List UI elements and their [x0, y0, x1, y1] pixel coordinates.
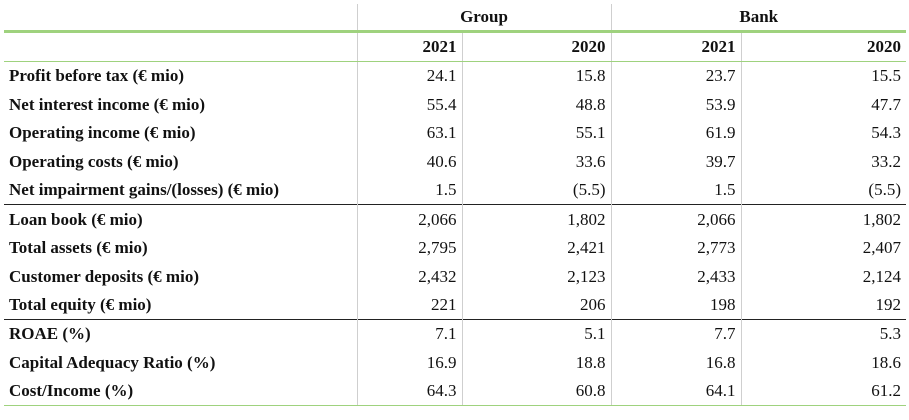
cell-value: 39.7 [611, 147, 742, 176]
cell-value: 192 [875, 295, 902, 315]
cell-value: 2,795 [357, 233, 463, 262]
row-label: Total assets (€ mio) [4, 233, 358, 262]
table-row: Profit before tax (€ mio) 24.1 15.8 23.7… [4, 61, 906, 90]
group-header: Group [357, 4, 612, 33]
cell-value: 40.6 [357, 147, 463, 176]
cell-value: 15.5 [871, 66, 901, 86]
cell-value: (5.5) [462, 175, 612, 205]
cell-value: 1.5 [611, 175, 742, 205]
row-label: Net impairment gains/(losses) (€ mio) [4, 175, 358, 205]
cell-value: 54.3 [871, 123, 901, 143]
cell-value: 2,066 [611, 203, 742, 234]
cell-value: 33.6 [462, 147, 612, 176]
cell-value: 1.5 [357, 175, 463, 205]
cell-value: 1,802 [462, 203, 612, 234]
year-header: 2020 [462, 31, 612, 62]
cell-value: 2,124 [862, 266, 901, 286]
table-row: Net impairment gains/(losses) (€ mio) 1.… [4, 175, 906, 205]
cell-value: 198 [611, 290, 742, 320]
cell-value: 2,433 [611, 261, 742, 291]
cell-value: 64.1 [611, 376, 742, 406]
cell-value: 23.7 [611, 61, 742, 90]
cell-value: 18.6 [871, 352, 901, 372]
row-label: Profit before tax (€ mio) [4, 61, 358, 90]
row-label: Total equity (€ mio) [4, 290, 358, 320]
row-label: Operating income (€ mio) [4, 118, 358, 148]
header-blank-cell [4, 4, 358, 33]
row-label: Cost/Income (%) [4, 376, 358, 406]
cell-value: 24.1 [357, 61, 463, 90]
cell-value: 2,407 [862, 237, 901, 257]
year-header: 2020 [741, 31, 906, 62]
cell-value: 55.4 [357, 89, 463, 119]
table-row: Operating income (€ mio) 63.1 55.1 61.9 … [4, 118, 906, 148]
cell-value: 2,123 [462, 261, 612, 291]
bank-header: Bank [611, 4, 906, 33]
row-label: Customer deposits (€ mio) [4, 261, 358, 291]
row-label: Operating costs (€ mio) [4, 147, 358, 176]
cell-value: 16.8 [611, 347, 742, 377]
row-label: ROAE (%) [4, 318, 358, 348]
cell-value: 2,773 [611, 233, 742, 262]
cell-value: 5.3 [741, 318, 906, 348]
cell-value: 2,421 [462, 233, 612, 262]
cell-value: 1,802 [741, 203, 906, 234]
year-blank-cell [4, 31, 358, 62]
cell-value: 61.9 [611, 118, 742, 148]
cell-value: 63.1 [357, 118, 463, 148]
table-row: Total assets (€ mio) 2,795 2,421 2,773 2… [4, 233, 906, 262]
table-row: ROAE (%) 7.1 5.1 7.7 5.3 [4, 318, 906, 348]
table-row: Customer deposits (€ mio) 2,432 2,123 2,… [4, 261, 906, 291]
row-label: Loan book (€ mio) [4, 203, 358, 234]
table-row: Net interest income (€ mio) 55.4 48.8 53… [4, 89, 906, 119]
cell-value: 53.9 [611, 89, 742, 119]
year-header: 2021 [611, 31, 742, 62]
row-label: Net interest income (€ mio) [4, 89, 358, 119]
row-label: Capital Adequacy Ratio (%) [4, 347, 358, 377]
cell-value: 206 [462, 290, 612, 320]
financial-highlights-table: Group Bank 2021 2020 2021 2020 Profit be… [4, 4, 906, 406]
cell-value: 18.8 [462, 347, 612, 377]
group-header-row: Group Bank [4, 4, 906, 33]
table-row: Loan book (€ mio) 2,066 1,802 2,066 1,80… [4, 203, 906, 234]
cell-value: 5.1 [462, 318, 612, 348]
cell-value: 15.8 [462, 61, 612, 90]
table-row: Operating costs (€ mio) 40.6 33.6 39.7 3… [4, 147, 906, 176]
cell-value: 47.7 [871, 94, 901, 114]
cell-value: 64.3 [357, 376, 463, 406]
cell-value: 2,432 [357, 261, 463, 291]
cell-value: (5.5) [868, 180, 901, 200]
cell-value: 60.8 [462, 376, 612, 406]
table-row: Capital Adequacy Ratio (%) 16.9 18.8 16.… [4, 347, 906, 377]
table-row: Cost/Income (%) 64.3 60.8 64.1 61.2 [4, 376, 906, 406]
year-header-row: 2021 2020 2021 2020 [4, 31, 906, 62]
cell-value: 16.9 [357, 347, 463, 377]
cell-value: 7.1 [357, 318, 463, 348]
cell-value: 221 [357, 290, 463, 320]
cell-value: 55.1 [462, 118, 612, 148]
cell-value: 33.2 [871, 151, 901, 171]
cell-value: 7.7 [611, 318, 742, 348]
year-header: 2021 [357, 31, 463, 62]
cell-value: 48.8 [462, 89, 612, 119]
table-row: Total equity (€ mio) 221 206 198 192 [4, 290, 906, 320]
cell-value: 2,066 [357, 203, 463, 234]
cell-value: 61.2 [741, 376, 906, 406]
